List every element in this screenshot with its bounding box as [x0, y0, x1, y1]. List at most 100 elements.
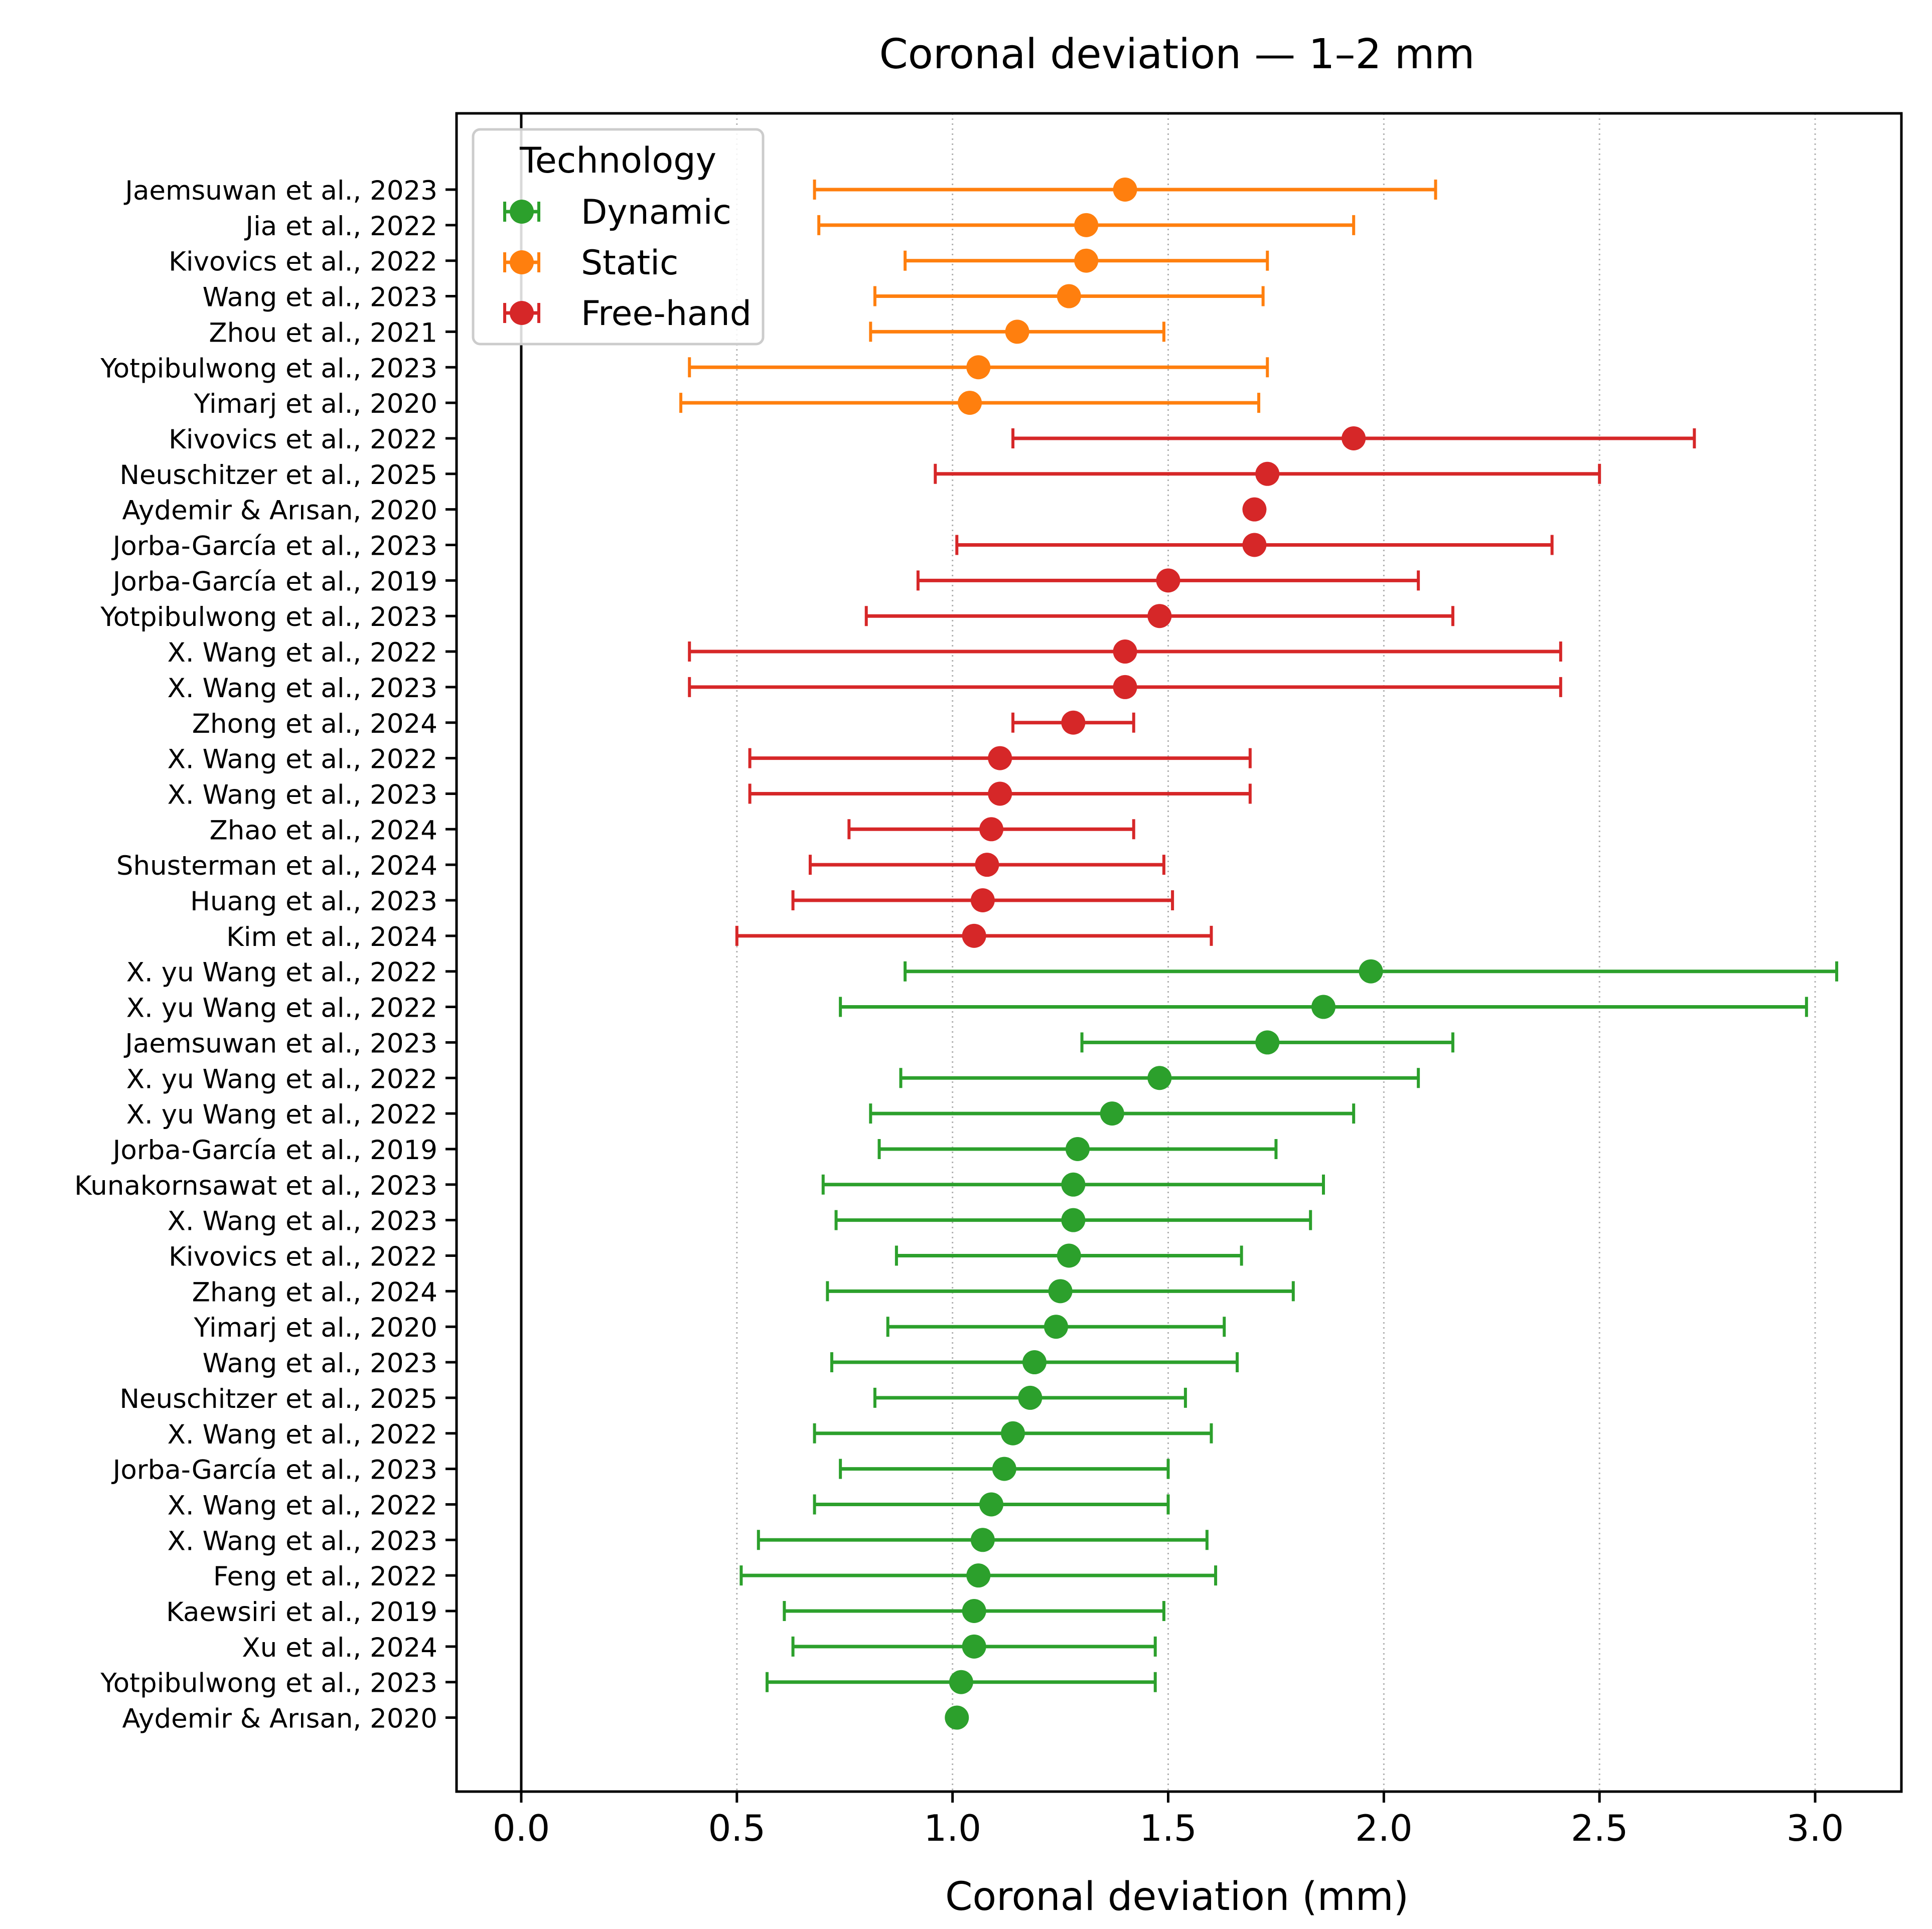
study-row-marker	[813, 1421, 1213, 1445]
x-tick-label: 1.0	[924, 1807, 981, 1849]
study-row-marker	[899, 1066, 1420, 1090]
point-estimate	[1100, 1101, 1124, 1126]
point-estimate	[1048, 1279, 1073, 1304]
study-row-marker	[886, 1315, 1226, 1339]
study-row-marker	[688, 675, 1562, 699]
legend-label: Free-hand	[581, 294, 752, 334]
study-row-marker	[904, 248, 1269, 273]
legend-box	[472, 128, 765, 346]
point-estimate	[1113, 178, 1137, 202]
study-row-marker	[808, 853, 1165, 877]
study-label: Wang et al., 2023	[203, 1348, 437, 1379]
study-row-marker	[1242, 497, 1267, 522]
study-row-marker	[1011, 710, 1135, 735]
study-label: Feng et al., 2022	[213, 1561, 437, 1592]
point-estimate	[1074, 248, 1099, 273]
study-row-marker	[735, 923, 1213, 948]
study-row-marker	[748, 781, 1252, 806]
study-label: Jorba-García et al., 2023	[111, 1455, 437, 1486]
point-estimate	[966, 1563, 991, 1588]
legend-entry: Dynamic	[503, 193, 731, 232]
point-estimate	[962, 1634, 986, 1659]
study-row-marker	[895, 1243, 1243, 1268]
study-label: X. Wang et al., 2022	[168, 637, 437, 668]
study-row-marker	[916, 568, 1420, 593]
point-estimate	[1242, 533, 1267, 557]
point-estimate	[1147, 1066, 1172, 1090]
study-row-marker	[826, 1279, 1295, 1304]
point-estimate	[1061, 710, 1086, 735]
study-label: X. Wang et al., 2022	[168, 744, 437, 775]
legend-entry: Free-hand	[503, 294, 752, 334]
study-label: Zhou et al., 2021	[209, 317, 437, 348]
point-estimate	[1311, 995, 1335, 1019]
x-tick-label: 0.5	[708, 1807, 766, 1849]
point-estimate	[1061, 1208, 1086, 1232]
point-estimate	[979, 817, 1004, 842]
x-gridlines	[736, 113, 1816, 1792]
study-label: X. Wang et al., 2022	[168, 1490, 437, 1521]
study-estimates	[679, 178, 1839, 1730]
study-row-marker	[765, 1670, 1157, 1694]
study-row-marker	[1011, 426, 1696, 450]
study-row-marker	[864, 604, 1454, 628]
legend: Technology Dynamic Static Free-hand	[472, 128, 765, 346]
study-row-marker	[688, 639, 1562, 664]
study-label: Yotpibulwong et al., 2023	[100, 1668, 437, 1699]
study-label: Shusterman et al., 2024	[116, 851, 437, 881]
study-row-marker	[873, 284, 1265, 308]
study-row-marker	[791, 1634, 1157, 1659]
study-row-marker	[869, 319, 1165, 344]
study-row-marker	[1080, 1030, 1454, 1055]
study-label: Kim et al., 2024	[226, 922, 437, 952]
study-label: Kivovics et al., 2022	[169, 424, 437, 455]
study-row-marker	[679, 391, 1261, 415]
legend-dot-icon	[510, 301, 534, 325]
study-row-marker	[783, 1599, 1165, 1623]
study-row-marker	[830, 1350, 1239, 1375]
study-label: Zhao et al., 2024	[209, 815, 437, 846]
point-estimate	[1113, 675, 1137, 699]
point-estimate	[1044, 1315, 1068, 1339]
x-tick-label: 3.0	[1787, 1807, 1844, 1849]
study-label: X. Wang et al., 2023	[168, 779, 437, 810]
study-label: Zhang et al., 2024	[192, 1277, 437, 1308]
x-axis-label: Coronal deviation (mm)	[945, 1874, 1409, 1919]
study-row-marker	[813, 178, 1437, 202]
legend-label: Dynamic	[581, 193, 731, 232]
point-estimate	[1359, 959, 1383, 984]
study-label: Neuschitzer et al., 2025	[119, 1384, 437, 1414]
point-estimate	[966, 355, 991, 380]
point-estimate	[945, 1705, 969, 1730]
point-estimate	[962, 923, 986, 948]
chart-title: Coronal deviation — 1–2 mm	[879, 31, 1475, 78]
study-row-marker	[739, 1563, 1218, 1588]
study-row-marker	[757, 1528, 1209, 1552]
point-estimate	[975, 853, 999, 877]
point-estimate	[1242, 497, 1267, 522]
legend-dot-icon	[510, 250, 534, 274]
point-estimate	[970, 888, 995, 912]
study-label: X. yu Wang et al., 2022	[126, 1099, 437, 1130]
point-estimate	[1065, 1137, 1090, 1161]
study-row-marker	[955, 533, 1554, 557]
point-estimate	[1113, 639, 1137, 664]
study-label: X. Wang et al., 2023	[168, 1526, 437, 1556]
study-row-marker	[869, 1101, 1356, 1126]
point-estimate	[962, 1599, 986, 1623]
study-row-marker	[839, 995, 1808, 1019]
study-label: X. Wang et al., 2023	[168, 673, 437, 704]
study-label: Neuschitzer et al., 2025	[119, 460, 437, 491]
point-estimate	[970, 1528, 995, 1552]
x-tick-label: 1.5	[1139, 1807, 1197, 1849]
x-tick-label: 2.0	[1355, 1807, 1413, 1849]
study-label: X. yu Wang et al., 2022	[126, 957, 437, 988]
study-row-marker	[934, 461, 1601, 486]
study-row-marker	[839, 1457, 1170, 1481]
study-label: Kivovics et al., 2022	[169, 1242, 437, 1272]
legend-dot-icon	[510, 200, 534, 224]
point-estimate	[992, 1457, 1016, 1481]
study-label: Jorba-García et al., 2019	[111, 566, 437, 597]
study-row-marker	[847, 817, 1135, 842]
